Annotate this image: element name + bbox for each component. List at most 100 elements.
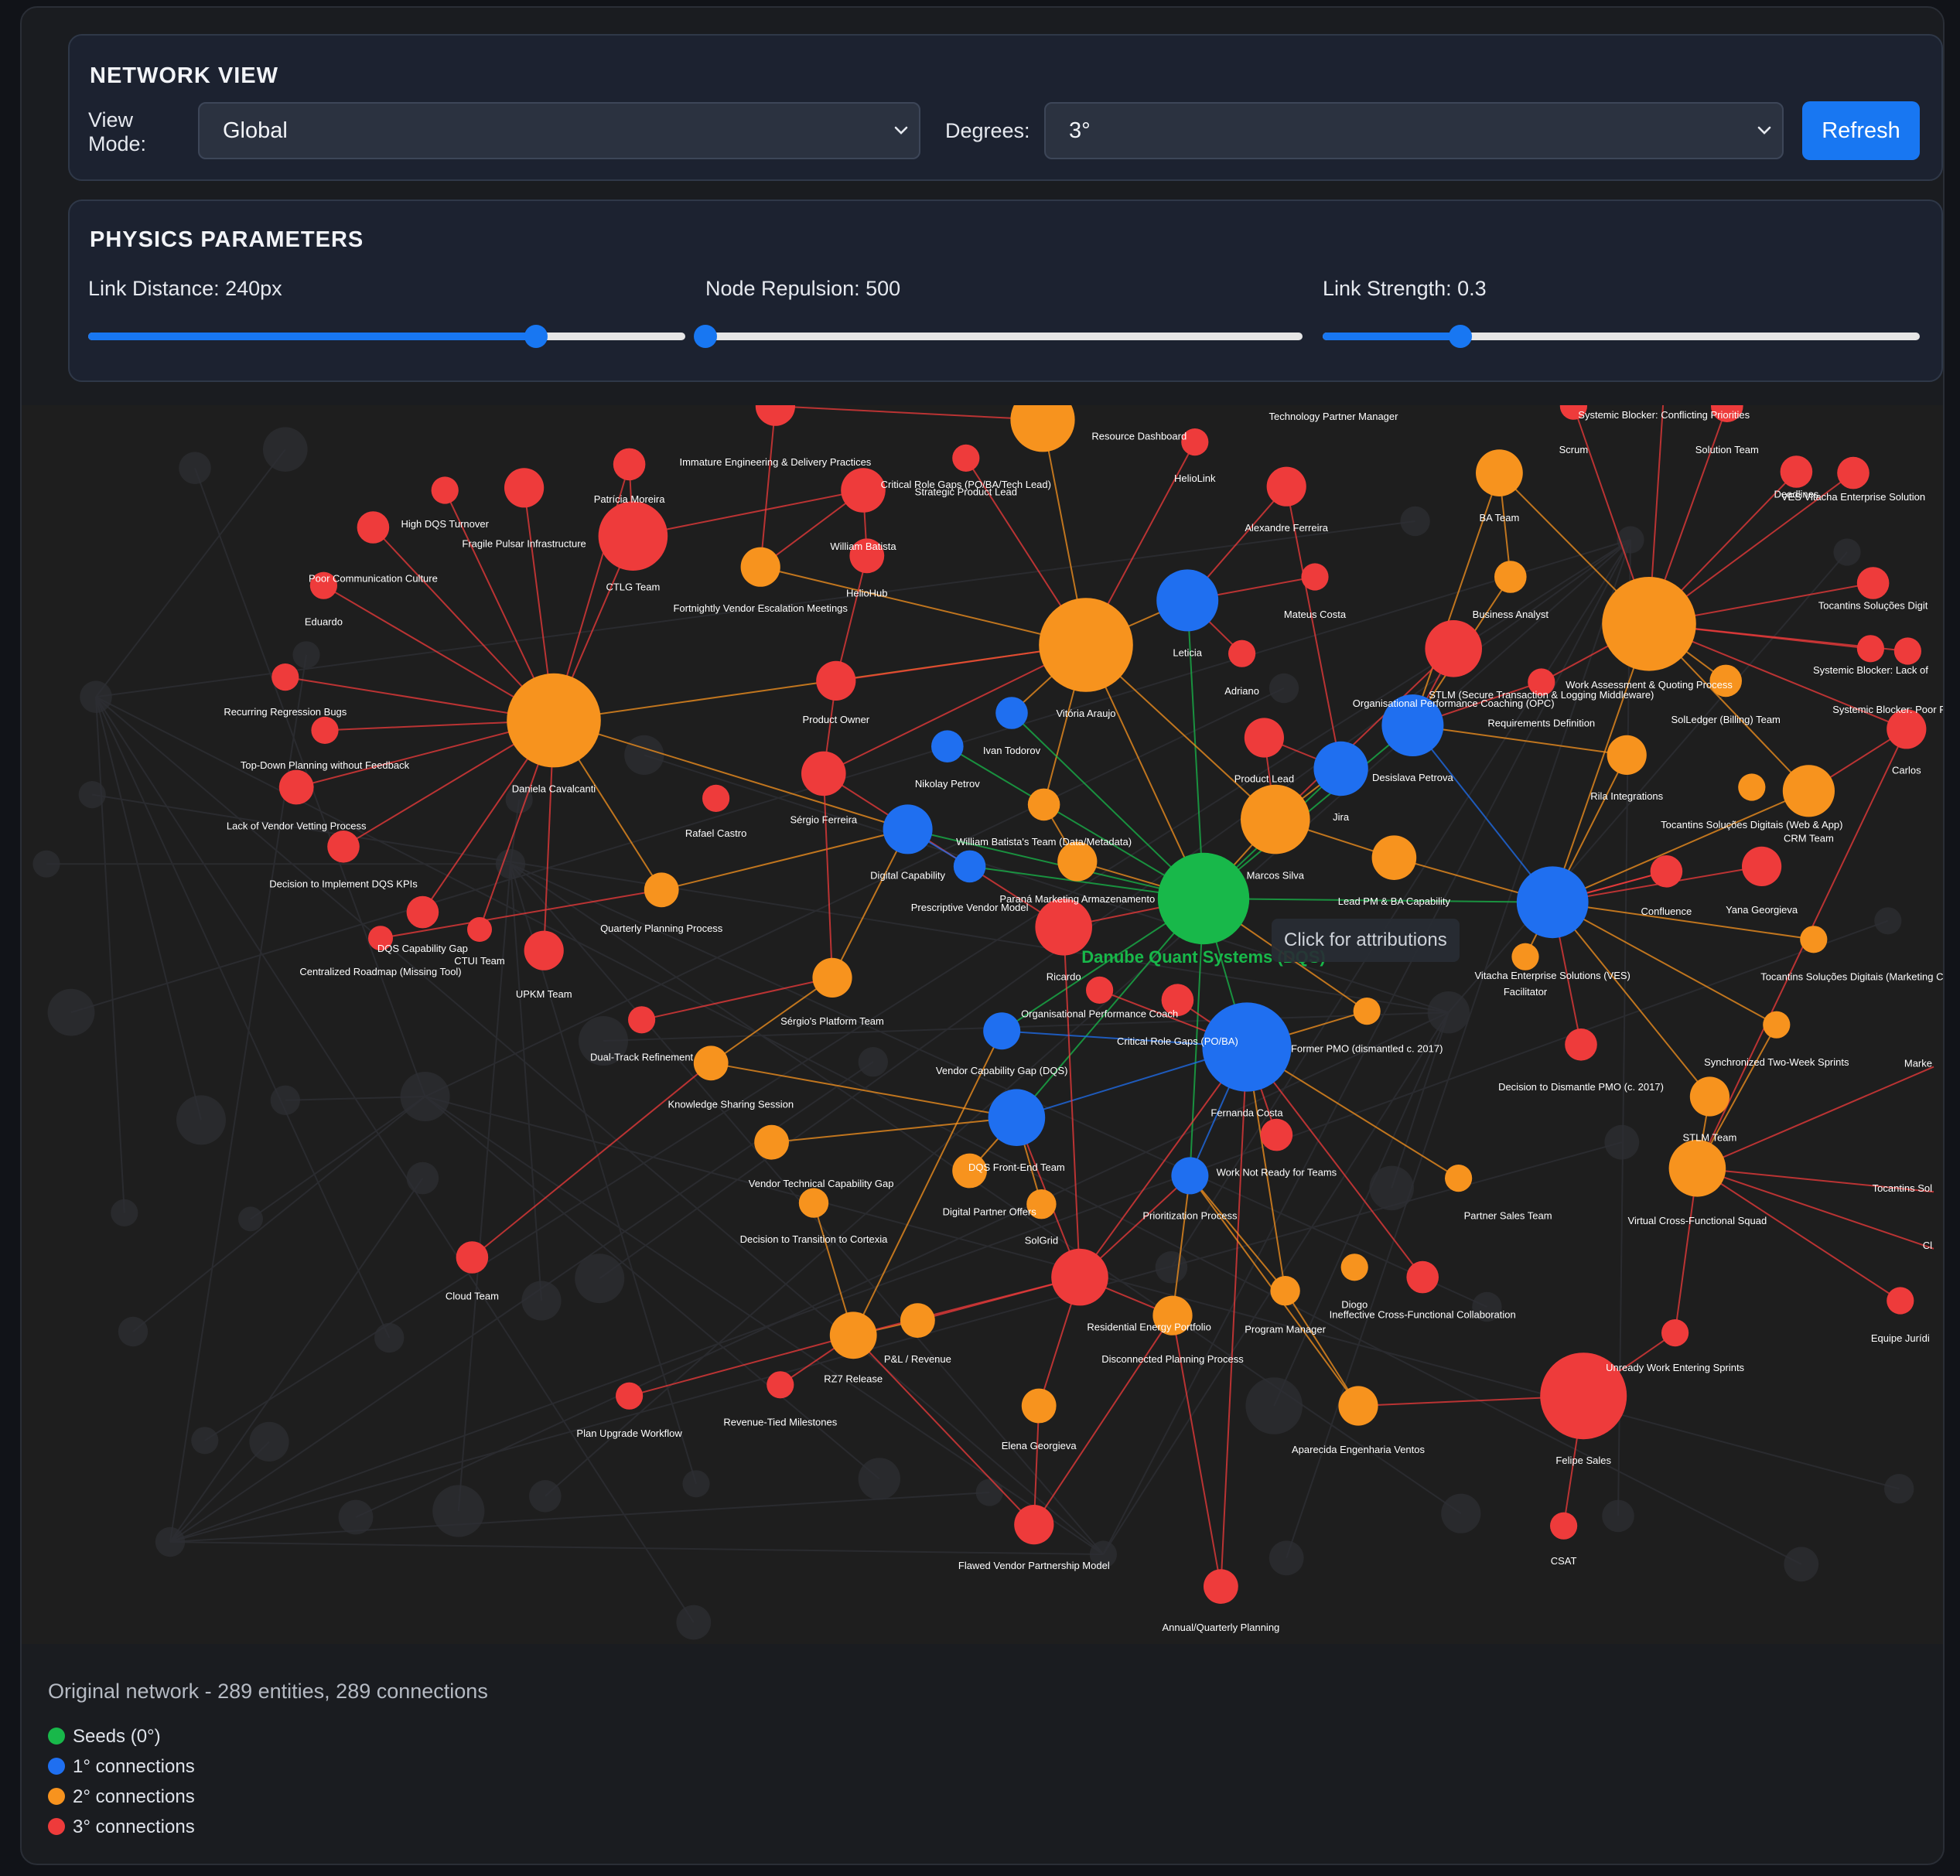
- node-desislava[interactable]: [1381, 694, 1444, 756]
- node-pcc[interactable]: [357, 511, 390, 544]
- node-pvm[interactable]: [953, 850, 986, 883]
- node-vitoria[interactable]: [1039, 598, 1133, 692]
- node-dpp[interactable]: [1152, 1295, 1193, 1335]
- node-leticia[interactable]: [1156, 569, 1219, 632]
- node-sblack[interactable]: [1856, 635, 1884, 663]
- node-digcap[interactable]: [883, 804, 933, 854]
- node-bizan[interactable]: [1494, 561, 1527, 593]
- node-repulsion-slider[interactable]: [694, 325, 1303, 348]
- node-alex[interactable]: [1266, 466, 1306, 507]
- node-dtc[interactable]: [798, 1188, 829, 1218]
- node-mateus[interactable]: [1301, 563, 1329, 591]
- node-tsdwa[interactable]: [1738, 773, 1766, 801]
- node-yana[interactable]: [1742, 846, 1782, 886]
- slider-thumb[interactable]: [524, 325, 548, 348]
- node-carlos[interactable]: [1887, 709, 1927, 749]
- link-distance-slider[interactable]: [88, 325, 685, 348]
- node-dtr[interactable]: [628, 1006, 656, 1034]
- node-pm[interactable]: [1270, 1276, 1300, 1306]
- node-tsdi[interactable]: [1856, 567, 1890, 599]
- node-qpp[interactable]: [644, 872, 679, 908]
- node-wnrt[interactable]: [1260, 1118, 1293, 1151]
- node-rrb[interactable]: [271, 663, 299, 691]
- node-ba[interactable]: [1476, 449, 1523, 496]
- degrees-select[interactable]: 3°: [1044, 102, 1784, 159]
- node-ivan[interactable]: [995, 697, 1028, 729]
- node-stlmsec[interactable]: [1528, 668, 1555, 696]
- node-kss[interactable]: [693, 1045, 729, 1081]
- link-strength-slider[interactable]: [1323, 325, 1920, 348]
- node-felipe[interactable]: [1540, 1352, 1627, 1440]
- refresh-button[interactable]: Refresh: [1802, 101, 1920, 160]
- node-aqp[interactable]: [1204, 1569, 1238, 1604]
- node-dpo[interactable]: [952, 1153, 987, 1189]
- node-pst[interactable]: [1445, 1165, 1473, 1192]
- node-jira[interactable]: [1313, 741, 1368, 796]
- slider-thumb[interactable]: [694, 325, 717, 348]
- node-marcos[interactable]: [1241, 784, 1310, 854]
- node-ricardo[interactable]: [1035, 899, 1092, 956]
- node-facil[interactable]: [1511, 943, 1539, 970]
- node-iedp[interactable]: [755, 386, 795, 426]
- node-aev[interactable]: [1338, 1386, 1378, 1426]
- node-fernanda[interactable]: [1202, 1002, 1292, 1092]
- node-ves2[interactable]: [1837, 456, 1870, 489]
- node-daniela[interactable]: [507, 673, 601, 768]
- node-prio[interactable]: [1171, 1157, 1209, 1195]
- network-graph-svg[interactable]: Danube Quant Systems (DQS)Fernanda Costa…: [22, 373, 1943, 1644]
- network-graph-canvas[interactable]: Danube Quant Systems (DQS) Fernanda Costa…: [22, 373, 1943, 1644]
- node-rep[interactable]: [1051, 1248, 1108, 1306]
- node-stws[interactable]: [1763, 1011, 1791, 1039]
- node-hdqs[interactable]: [431, 476, 459, 504]
- node-uwes[interactable]: [1661, 1319, 1689, 1347]
- node-ves[interactable]: [1516, 866, 1589, 939]
- node-rafael[interactable]: [702, 784, 730, 812]
- node-dqscg[interactable]: [406, 895, 439, 929]
- node-crm[interactable]: [1782, 765, 1835, 817]
- node-didk[interactable]: [327, 831, 360, 863]
- node-upkm[interactable]: [524, 930, 564, 970]
- node-fvem[interactable]: [740, 547, 780, 587]
- node-pjl[interactable]: [1244, 718, 1284, 758]
- node-po[interactable]: [816, 660, 856, 701]
- node-adriano[interactable]: [1228, 640, 1256, 667]
- node-lvv[interactable]: [278, 769, 314, 805]
- nodes[interactable]: [271, 373, 1927, 1604]
- node-rz7[interactable]: [829, 1311, 877, 1359]
- node-elena[interactable]: [1021, 1388, 1057, 1424]
- node-pnl[interactable]: [900, 1303, 935, 1338]
- node-fpi[interactable]: [504, 468, 545, 508]
- node-ejur[interactable]: [1887, 1287, 1914, 1315]
- node-cloud[interactable]: [456, 1241, 489, 1274]
- node-deadlines[interactable]: [1780, 455, 1813, 488]
- node-tsdmc[interactable]: [1800, 926, 1828, 953]
- node-diogo[interactable]: [1340, 1254, 1368, 1281]
- node-crgt[interactable]: [952, 444, 980, 472]
- node-spt[interactable]: [812, 957, 852, 998]
- node-resdash[interactable]: [1010, 387, 1075, 452]
- node-puw[interactable]: [616, 1382, 644, 1410]
- node-nikolay[interactable]: [931, 730, 964, 762]
- node-csat[interactable]: [1550, 1512, 1578, 1540]
- node-pma[interactable]: [1057, 841, 1098, 882]
- node-heliolink[interactable]: [1181, 428, 1209, 456]
- node-dtdp[interactable]: [1565, 1028, 1597, 1061]
- node-dqs[interactable]: [1157, 852, 1250, 945]
- view-mode-select[interactable]: Global: [198, 102, 920, 159]
- node-tdp[interactable]: [311, 716, 339, 744]
- slider-thumb[interactable]: [1448, 325, 1472, 348]
- node-patricia[interactable]: [613, 448, 646, 481]
- node-vtcg[interactable]: [754, 1124, 789, 1160]
- node-helio[interactable]: [849, 538, 885, 574]
- node-eduardo[interactable]: [309, 571, 337, 599]
- node-dqsfe[interactable]: [988, 1089, 1046, 1146]
- node-vcg[interactable]: [983, 1012, 1021, 1050]
- node-soledger[interactable]: [1709, 664, 1742, 698]
- node-wbt[interactable]: [1027, 788, 1060, 821]
- node-william[interactable]: [841, 468, 886, 513]
- node-vcfs[interactable]: [1668, 1140, 1726, 1197]
- node-icfc[interactable]: [1406, 1260, 1439, 1294]
- node-fvpm[interactable]: [1014, 1505, 1054, 1545]
- node-crmt[interactable]: [368, 926, 393, 951]
- node-confl[interactable]: [1650, 855, 1683, 888]
